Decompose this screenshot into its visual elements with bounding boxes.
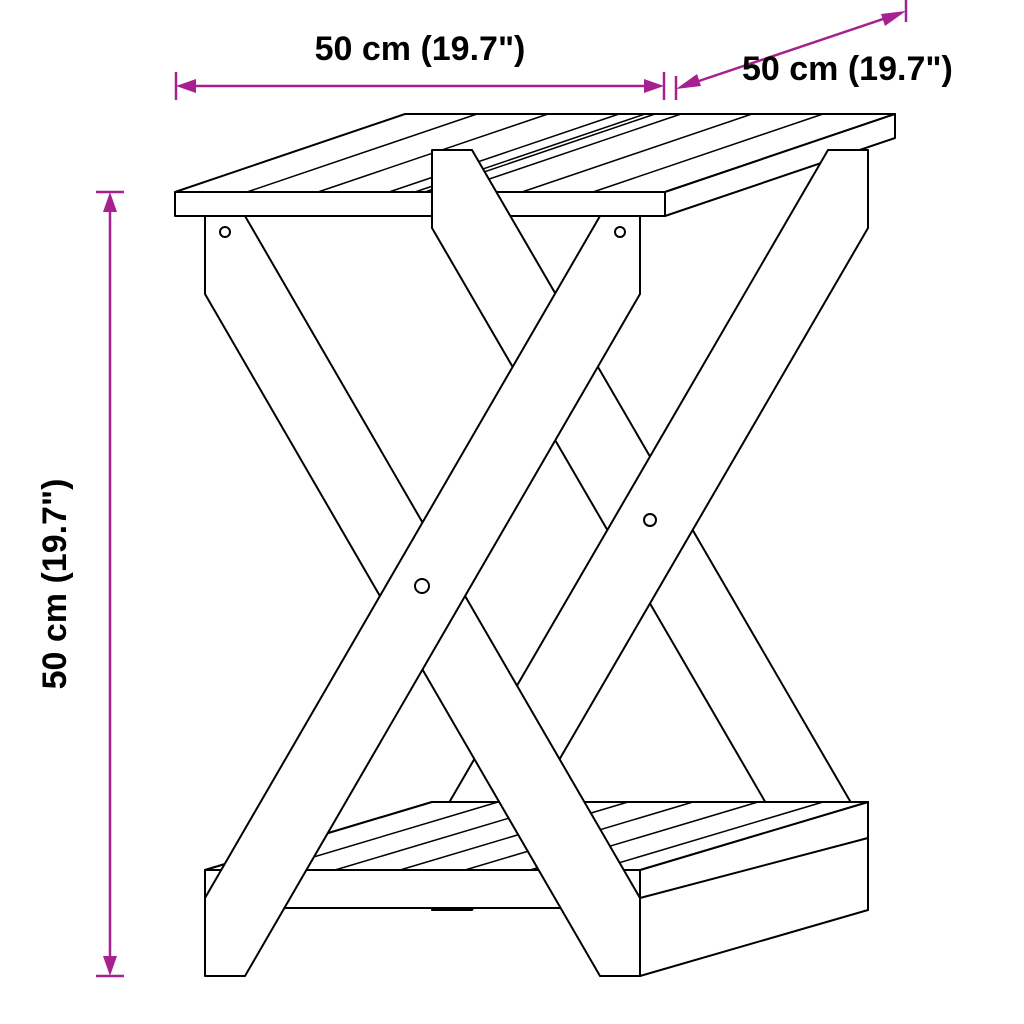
tabletop-front-edge — [175, 192, 665, 216]
dimension-width: 50 cm (19.7") — [176, 30, 664, 100]
table-drawing — [175, 114, 895, 976]
dimension-depth: 50 cm (19.7") — [676, 0, 953, 100]
dimension-depth-label: 50 cm (19.7") — [742, 50, 953, 88]
dimension-height-label: 50 cm (19.7") — [36, 479, 74, 690]
dimension-width-label: 50 cm (19.7") — [315, 30, 526, 68]
dimension-height: 50 cm (19.7") — [36, 192, 124, 976]
dimension-diagram: 50 cm (19.7") 50 cm (19.7") 50 cm (19.7"… — [0, 0, 1024, 1024]
